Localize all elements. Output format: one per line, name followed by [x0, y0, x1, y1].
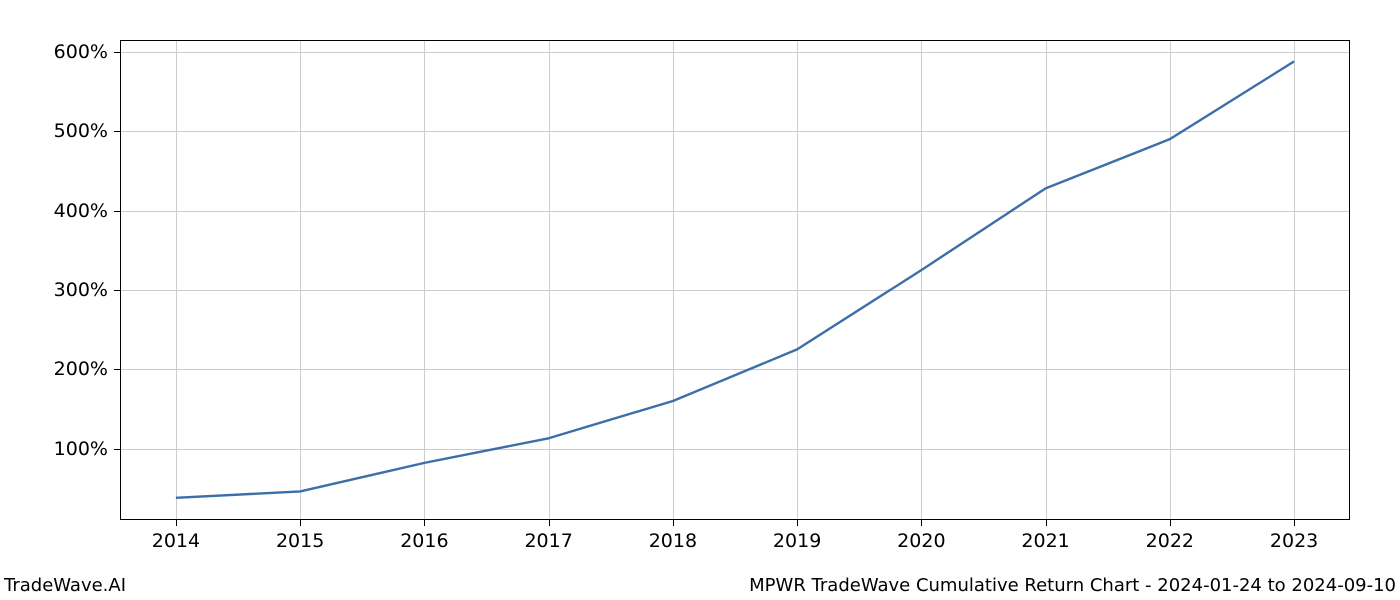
y-tick-mark	[114, 52, 120, 53]
y-tick-label: 400%	[54, 200, 108, 222]
x-tick-mark	[300, 520, 301, 526]
x-tick-label: 2019	[773, 530, 821, 552]
x-tick-label: 2015	[276, 530, 324, 552]
y-tick-mark	[114, 449, 120, 450]
line-chart-svg	[120, 40, 1350, 520]
x-tick-mark	[176, 520, 177, 526]
x-tick-mark	[797, 520, 798, 526]
x-tick-label: 2021	[1021, 530, 1069, 552]
x-tick-label: 2023	[1270, 530, 1318, 552]
x-tick-label: 2018	[649, 530, 697, 552]
footer-left-text: TradeWave.AI	[4, 575, 126, 596]
x-tick-label: 2020	[897, 530, 945, 552]
x-tick-mark	[1046, 520, 1047, 526]
x-tick-mark	[549, 520, 550, 526]
x-tick-mark	[424, 520, 425, 526]
x-tick-mark	[1170, 520, 1171, 526]
y-tick-label: 300%	[54, 279, 108, 301]
x-tick-label: 2014	[152, 530, 200, 552]
y-tick-label: 500%	[54, 120, 108, 142]
y-tick-mark	[114, 131, 120, 132]
series-line-cumulative-return	[176, 61, 1294, 497]
x-tick-mark	[673, 520, 674, 526]
y-tick-mark	[114, 211, 120, 212]
x-tick-label: 2017	[524, 530, 572, 552]
chart-container: TradeWave.AI MPWR TradeWave Cumulative R…	[0, 0, 1400, 600]
y-tick-label: 100%	[54, 438, 108, 460]
footer-right-text: MPWR TradeWave Cumulative Return Chart -…	[749, 575, 1396, 596]
y-tick-mark	[114, 290, 120, 291]
x-tick-label: 2016	[400, 530, 448, 552]
y-tick-mark	[114, 369, 120, 370]
y-tick-label: 200%	[54, 358, 108, 380]
x-tick-mark	[921, 520, 922, 526]
x-tick-label: 2022	[1146, 530, 1194, 552]
y-tick-label: 600%	[54, 41, 108, 63]
x-tick-mark	[1294, 520, 1295, 526]
plot-area	[120, 40, 1350, 520]
